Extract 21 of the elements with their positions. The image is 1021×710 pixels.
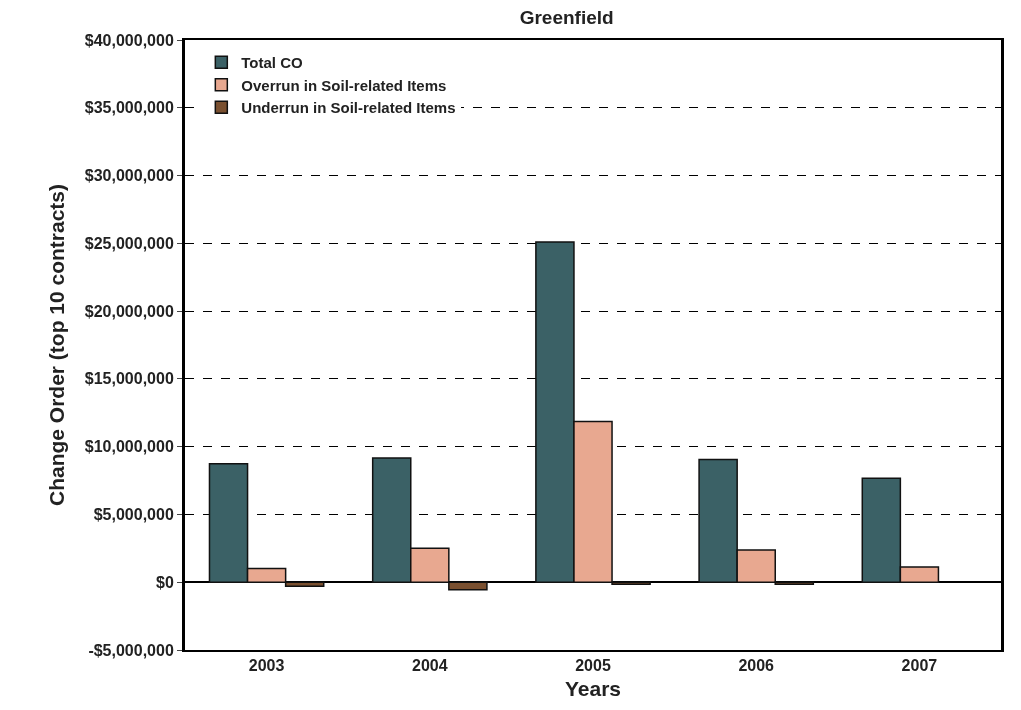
y-tick-label: $40,000,000 <box>84 31 174 49</box>
y-tick-label: $35,000,000 <box>84 99 174 117</box>
x-axis-title: Years <box>564 676 622 700</box>
y-tick-label: $30,000,000 <box>84 167 174 185</box>
x-tick-label: 2004 <box>412 657 448 675</box>
legend-label: Underrun in Soil-related Items <box>241 99 456 117</box>
y-axis-title: Change Order (top 10 contracts) <box>44 183 68 507</box>
y-tick-label: $0 <box>156 573 174 591</box>
x-tick-label: 2005 <box>575 657 611 675</box>
y-tick-label: $5,000,000 <box>93 506 174 524</box>
x-tick-label: 2003 <box>248 657 285 675</box>
y-tick-label: $25,000,000 <box>84 234 174 252</box>
legend-label: Overrun in Soil-related Items <box>241 76 447 94</box>
legend-label: Total CO <box>241 54 304 72</box>
x-tick-label: 2006 <box>738 657 775 675</box>
chart-title: Greenfield <box>519 6 614 28</box>
y-tick-label: $15,000,000 <box>84 370 174 388</box>
y-tick-label: $10,000,000 <box>84 438 174 456</box>
y-tick-label: -$5,000,000 <box>88 641 174 659</box>
y-tick-label: $20,000,000 <box>84 302 174 320</box>
x-tick-label: 2007 <box>901 657 938 675</box>
